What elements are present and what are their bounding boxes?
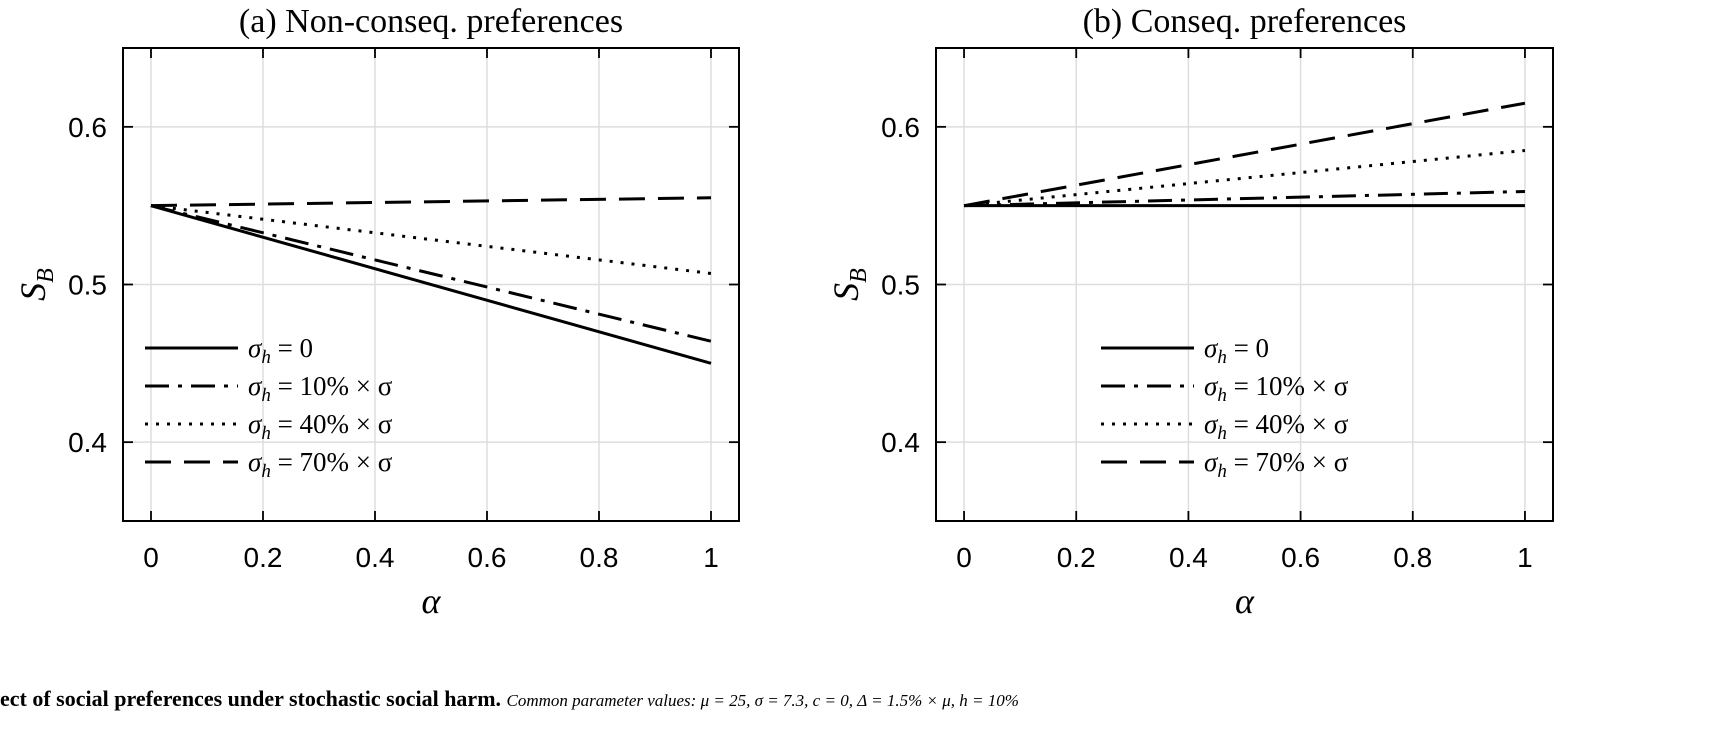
x-tick-label: 0.4 — [1169, 542, 1208, 573]
x-tick-label: 0.2 — [244, 542, 283, 573]
y-tick-label: 0.5 — [68, 270, 107, 301]
y-tick-label: 0.4 — [881, 427, 920, 458]
legend-label: σh = 10% × σ — [248, 371, 393, 406]
y-axis-label: SB — [13, 268, 59, 301]
x-tick-label: 1 — [703, 542, 719, 573]
legend-label: σh = 10% × σ — [1204, 371, 1349, 406]
caption-italic-text: Common parameter values: μ = 25, σ = 7.3… — [506, 691, 1019, 710]
legend: σh = 0σh = 10% × σσh = 40% × σσh = 70% ×… — [1101, 333, 1349, 482]
figure-caption: ect of social preferences under stochast… — [0, 686, 1733, 732]
x-tick-label: 0.6 — [1281, 542, 1320, 573]
y-tick-label: 0.4 — [68, 427, 107, 458]
chart-panel-2: 0 0.2 0.4 0.6 0.8 1 0.4 0.5 0.6 (b) Conseq. prefe… — [826, 3, 1554, 621]
y-axis-label-main: S — [13, 283, 53, 301]
chart-title: (a) Non-conseq. preferences — [239, 3, 623, 40]
x-tick-label: 0.8 — [580, 542, 619, 573]
series-line-dashed — [963, 101, 1526, 208]
legend: σh = 0σh = 10% × σσh = 40% × σσh = 70% ×… — [145, 333, 393, 482]
legend-label: σh = 40% × σ — [248, 409, 393, 444]
legend-label: σh = 0 — [248, 333, 313, 368]
x-tick-label: 0.6 — [468, 542, 507, 573]
caption-bold-text: ect of social preferences under stochast… — [0, 686, 502, 711]
x-tick-label: 0.8 — [1393, 542, 1432, 573]
series-line-dashdot — [964, 189, 1525, 208]
y-axis-label: SB — [826, 268, 872, 301]
series-line-dashdot — [150, 204, 712, 343]
chart-title: (b) Conseq. preferences — [1083, 3, 1407, 40]
x-tick-label: 1 — [1517, 542, 1533, 573]
y-tick-label: 0.6 — [68, 112, 107, 143]
series-line-dashed — [150, 196, 712, 208]
chart-panel-1: 0 0.2 0.4 0.6 0.8 1 0.4 0.5 0.6 (a) Non-conseq. p… — [13, 3, 740, 621]
x-tick-label: 0.2 — [1057, 542, 1096, 573]
x-tick-label: 0 — [143, 542, 159, 573]
x-tick-label: 0 — [956, 542, 972, 573]
legend-label: σh = 40% × σ — [1204, 409, 1349, 444]
legend-label: σh = 70% × σ — [248, 447, 393, 482]
y-tick-label: 0.6 — [881, 112, 920, 143]
x-axis-label: α — [1235, 581, 1255, 621]
y-axis-label-sub: B — [33, 268, 59, 283]
y-axis-label-main: S — [826, 283, 866, 301]
x-tick-label: 0.4 — [356, 542, 395, 573]
legend-label: σh = 0 — [1204, 333, 1269, 368]
series-line-solid — [150, 204, 712, 365]
series-line-dotted — [150, 204, 712, 275]
y-tick-label: 0.5 — [881, 270, 920, 301]
y-axis-label-sub: B — [846, 268, 872, 283]
legend-label: σh = 70% × σ — [1204, 447, 1349, 482]
x-axis-label: α — [422, 581, 442, 621]
